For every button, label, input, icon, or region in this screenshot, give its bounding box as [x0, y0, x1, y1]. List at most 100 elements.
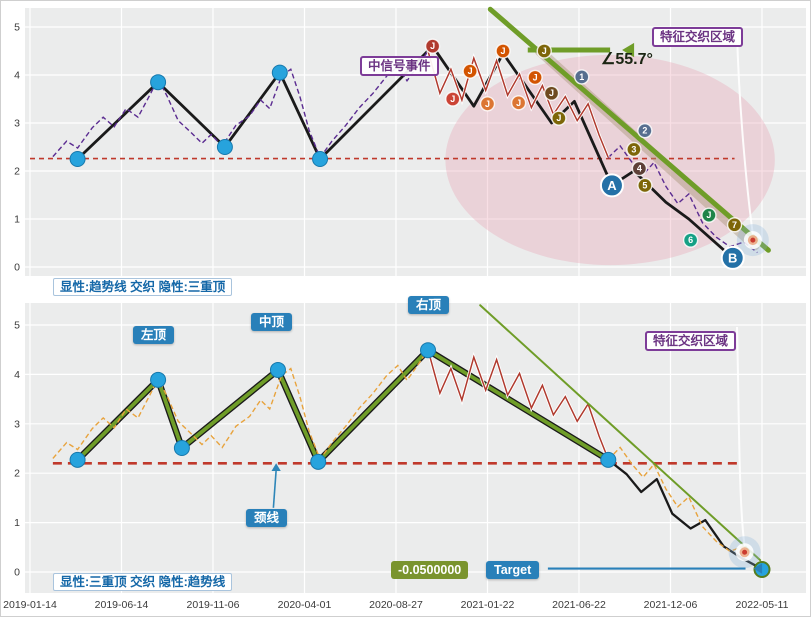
- neckline-arrow-line: [272, 470, 277, 508]
- signal-marker: [726, 217, 743, 233]
- arrow-head: [753, 563, 763, 574]
- x-tick-label: 2019-01-14: [3, 599, 57, 611]
- arrow-head: [622, 42, 635, 58]
- signal-marker: [701, 207, 717, 223]
- signal-marker-label: 7: [732, 220, 737, 230]
- feature-region-label-top: 特征交织区域: [652, 27, 744, 48]
- big-point-label: A: [607, 178, 617, 193]
- plot-area-bottom: [25, 303, 806, 593]
- y-tick-label: 4: [14, 70, 20, 82]
- signal-marker: [637, 177, 653, 194]
- signal-marker-label: J: [533, 72, 538, 82]
- mid-top-label: 中顶: [251, 313, 293, 332]
- y-tick-label: 1: [14, 517, 20, 529]
- signal-marker-label: 4: [637, 164, 642, 174]
- y-tick-label: 5: [14, 320, 20, 332]
- signal-marker: [631, 160, 648, 177]
- x-tick-label: 2021-01-22: [461, 599, 515, 611]
- pivot-dot: [600, 451, 617, 468]
- x-tick-label: 2020-04-01: [278, 599, 332, 611]
- signal-marker-label: J: [485, 99, 490, 109]
- x-tick-label: 2019-06-14: [95, 599, 149, 611]
- signal-marker-label: J: [430, 41, 435, 51]
- y-tick-label: 0: [14, 567, 20, 579]
- y-tick-label: 2: [14, 166, 20, 178]
- x-tick-label: 2021-06-22: [552, 599, 606, 611]
- signal-marker-label: 6: [688, 235, 693, 245]
- big-point-A: [599, 173, 624, 198]
- pivot-dot: [271, 64, 288, 81]
- y-tick-label: 3: [14, 418, 20, 430]
- signal-marker: [527, 69, 543, 86]
- neckline-label: 颈线: [246, 509, 288, 528]
- signal-marker: [551, 110, 567, 126]
- signal-marker-label: J: [468, 66, 473, 76]
- pivot-dot: [216, 139, 233, 155]
- pivot-dot: [312, 151, 329, 167]
- x-tick-label: 2022-05-11: [736, 599, 789, 611]
- x-tick-label: 2019-11-06: [187, 599, 240, 611]
- signal-marker-label: 2: [642, 126, 647, 136]
- signal-event-label: 中信号事件: [360, 56, 439, 77]
- signal-marker-label: J: [542, 46, 547, 56]
- pivot-dot: [150, 74, 167, 91]
- signal-marker: [536, 43, 552, 59]
- signal-marker: [574, 69, 590, 85]
- signal-marker-label: J: [516, 98, 521, 108]
- signal-marker: [626, 141, 642, 158]
- trendline-angle-label: ∠55.7°: [601, 51, 653, 68]
- glow-center: [742, 549, 748, 555]
- target-label-box: Target: [486, 561, 540, 580]
- signal-marker-label: 3: [631, 144, 636, 154]
- big-point-B: [720, 245, 745, 270]
- pivot-dot: [269, 361, 286, 378]
- signal-marker: [495, 43, 511, 59]
- y-tick-label: 1: [14, 214, 20, 226]
- left-top-label: 左顶: [133, 326, 175, 345]
- price-line: [52, 348, 758, 558]
- signal-marker: [424, 38, 441, 54]
- signal-marker-label: J: [706, 210, 711, 220]
- signal-marker: [462, 63, 478, 79]
- signal-marker: [445, 91, 461, 107]
- pivot-dot: [69, 151, 86, 167]
- plot-area-top: [25, 8, 806, 276]
- y-tick-label: 2: [14, 468, 20, 480]
- signal-marker: [543, 85, 560, 101]
- y-tick-label: 4: [14, 369, 20, 381]
- green-trendline: [479, 304, 762, 562]
- y-tick-label: 0: [14, 262, 20, 274]
- price-highlight-red: [427, 349, 609, 460]
- pivot-dot: [310, 453, 327, 470]
- signal-marker-label: 1: [579, 72, 584, 82]
- signal-marker-label: 5: [642, 180, 647, 190]
- signal-marker-label: J: [549, 88, 554, 98]
- price-highlight-red: [427, 50, 609, 158]
- right-top-label: 右顶: [408, 296, 450, 315]
- pivot-dot: [173, 440, 190, 457]
- signal-marker: [479, 96, 496, 112]
- guide-curve: [736, 326, 746, 547]
- arrow-head: [271, 463, 281, 471]
- feature-ellipse: [445, 54, 775, 266]
- legend-top: 显性:趋势线 交织 隐性:三重顶: [53, 278, 233, 297]
- glow-center: [750, 237, 756, 243]
- guide-curve: [736, 31, 754, 235]
- signal-marker: [637, 122, 653, 139]
- signal-marker-label: J: [556, 113, 561, 123]
- signal-marker-label: J: [450, 94, 455, 104]
- legend-bottom: 显性:三重顶 交织 隐性:趋势线: [53, 573, 233, 592]
- x-tick-label: 2021-12-06: [644, 599, 698, 611]
- signal-marker: [510, 95, 527, 111]
- target-value-box: -0.0500000: [391, 561, 469, 580]
- x-tick-label: 2020-08-27: [369, 599, 423, 611]
- y-tick-label: 5: [14, 22, 20, 34]
- pivot-dot: [420, 342, 437, 359]
- feature-region-label-bottom: 特征交织区域: [645, 331, 737, 352]
- signal-marker-label: J: [501, 46, 506, 56]
- signal-marker: [682, 232, 699, 248]
- pivot-dot: [150, 371, 167, 388]
- big-point-label: B: [728, 250, 737, 265]
